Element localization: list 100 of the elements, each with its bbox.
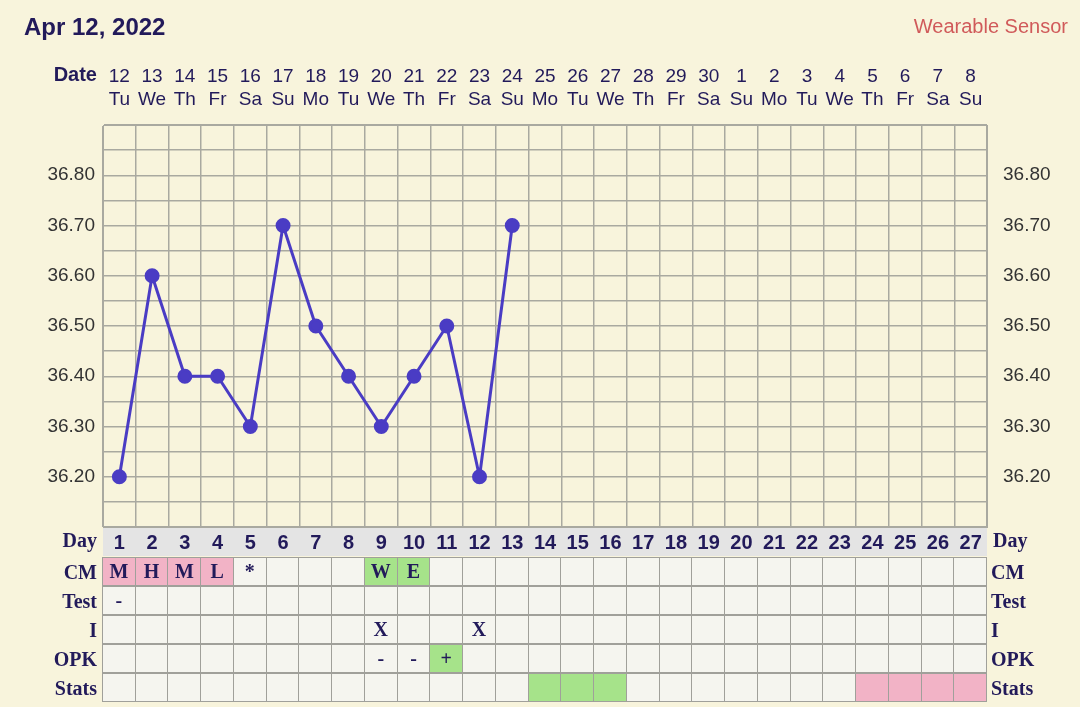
category-label: I bbox=[89, 619, 97, 641]
point bbox=[242, 419, 258, 434]
x-tick-label: 24 Su bbox=[500, 65, 524, 109]
point bbox=[144, 268, 160, 284]
x-tick-label: 3 Tu bbox=[796, 65, 818, 109]
table-cell: W bbox=[363, 557, 398, 586]
x2-tick-label: 16 bbox=[599, 530, 622, 553]
x-tick-label: 5 Th bbox=[861, 65, 884, 109]
x2-tick-label: 12 bbox=[468, 530, 491, 553]
y2-tick-label: 36.30 bbox=[1003, 414, 1051, 436]
y-tick-label: 36.50 bbox=[47, 314, 95, 336]
y2-tick-label: 36.40 bbox=[1003, 364, 1051, 386]
y-tick-label: 36.20 bbox=[47, 464, 95, 486]
x-tick-label: 2 Mo bbox=[760, 65, 788, 109]
x-tick-label: 25 Mo bbox=[531, 65, 559, 109]
point bbox=[504, 218, 520, 233]
x2-tick-label: 25 bbox=[894, 530, 917, 553]
y2-tick-label: 36.50 bbox=[1003, 314, 1051, 336]
category-label: Stats bbox=[54, 677, 97, 699]
x-tick-label: 12 Tu bbox=[108, 65, 131, 109]
y-tick-label: 36.80 bbox=[47, 163, 95, 185]
table-cell: E bbox=[396, 557, 431, 586]
x2-tick-label: 2 bbox=[146, 530, 158, 553]
table-cell: - bbox=[396, 644, 431, 673]
y-tick-label: 36.30 bbox=[47, 414, 95, 436]
x2-tick-label: 3 bbox=[179, 530, 191, 553]
category-label: Stats bbox=[991, 677, 1034, 699]
x2-tick-label: 21 bbox=[763, 530, 786, 553]
table-cell: M bbox=[102, 557, 136, 586]
point bbox=[373, 419, 389, 434]
x-tick-label: 6 Fr bbox=[896, 65, 915, 109]
x2-tick-label: 26 bbox=[926, 530, 950, 553]
x-tick-label: 30 Sa bbox=[697, 65, 721, 109]
table-cell: - bbox=[363, 644, 398, 673]
table-cell: - bbox=[102, 586, 136, 615]
y2-tick-label: 36.60 bbox=[1003, 263, 1051, 285]
category-label: Test bbox=[62, 590, 97, 612]
point bbox=[177, 368, 193, 384]
x2-tick-label: 13 bbox=[501, 530, 524, 553]
x-tick-label: 15 Fr bbox=[207, 65, 229, 109]
table-cell: M bbox=[167, 557, 202, 586]
x-tick-label: 21 Th bbox=[402, 65, 426, 109]
y2-tick-label: 36.20 bbox=[1003, 464, 1051, 486]
y2-tick-label: 36.70 bbox=[1003, 213, 1051, 235]
x-tick-label: 1 Su bbox=[729, 65, 754, 109]
x2-tick-label: 5 bbox=[244, 530, 256, 553]
category-label: OPK bbox=[53, 648, 97, 670]
x2-tick-label: 6 bbox=[277, 530, 289, 553]
table-cell: X bbox=[462, 615, 496, 644]
x-tick-label: 22 Fr bbox=[436, 65, 458, 109]
category-label: CM bbox=[991, 561, 1025, 583]
x2-tick-label: 1 bbox=[113, 530, 125, 553]
y2-tick-label: 36.80 bbox=[1003, 163, 1051, 185]
point bbox=[275, 218, 291, 233]
table-cell: * bbox=[232, 557, 267, 586]
x-tick-label: 20 We bbox=[367, 65, 396, 109]
table-cell: X bbox=[363, 615, 398, 644]
x-tick-label: 8 Su bbox=[959, 65, 983, 109]
table-cell: + bbox=[429, 644, 464, 673]
x2-tick-label: 15 bbox=[566, 530, 589, 553]
chart-subtitle: Wearable Sensor bbox=[913, 15, 1068, 38]
chart-title: Apr 12, 2022 bbox=[24, 12, 166, 41]
x2-tick-label: 20 bbox=[730, 530, 753, 553]
y-tick-label: 36.40 bbox=[47, 364, 95, 386]
x2-tick-label: 17 bbox=[632, 530, 655, 553]
x2-tick-label: 7 bbox=[310, 530, 322, 553]
x-axis-title: Date bbox=[53, 62, 97, 85]
x2-tick-label: 27 bbox=[959, 530, 982, 553]
x2-tick-label: 24 bbox=[861, 530, 885, 553]
x-tick-label: 4 We bbox=[825, 65, 854, 109]
table-cell: H bbox=[134, 557, 169, 586]
point bbox=[439, 318, 455, 334]
y-tick-label: 36.60 bbox=[47, 263, 95, 285]
x-tick-label: 28 Th bbox=[632, 65, 655, 109]
x2-tick-label: 9 bbox=[375, 530, 387, 553]
x2-tick-label: 10 bbox=[402, 530, 426, 553]
x2-axis-title: Day bbox=[993, 528, 1028, 552]
x-tick-label: 18 Mo bbox=[302, 65, 330, 109]
table-cell: L bbox=[200, 557, 234, 586]
x-tick-label: 17 Su bbox=[271, 65, 295, 109]
point bbox=[472, 469, 488, 485]
point bbox=[341, 368, 357, 384]
x2-tick-label: 14 bbox=[533, 530, 557, 553]
point bbox=[111, 469, 127, 485]
text: Day bbox=[62, 528, 97, 551]
x2-tick-label: 19 bbox=[697, 530, 720, 553]
x-tick-label: 7 Sa bbox=[926, 65, 950, 109]
category-label: Test bbox=[991, 590, 1026, 612]
y-tick-label: 36.70 bbox=[47, 213, 95, 235]
x-tick-label: 27 We bbox=[596, 65, 625, 109]
x-tick-label: 13 We bbox=[138, 65, 167, 109]
x-tick-label: 14 Th bbox=[173, 65, 196, 109]
x-tick-label: 26 Tu bbox=[567, 65, 589, 109]
x2-tick-label: 11 bbox=[436, 530, 458, 553]
category-label: OPK bbox=[991, 648, 1035, 670]
category-label: I bbox=[991, 619, 999, 641]
x2-tick-label: 4 bbox=[212, 530, 225, 553]
point bbox=[308, 318, 324, 334]
x2-tick-label: 23 bbox=[828, 530, 851, 553]
x2-tick-label: 22 bbox=[795, 530, 819, 553]
